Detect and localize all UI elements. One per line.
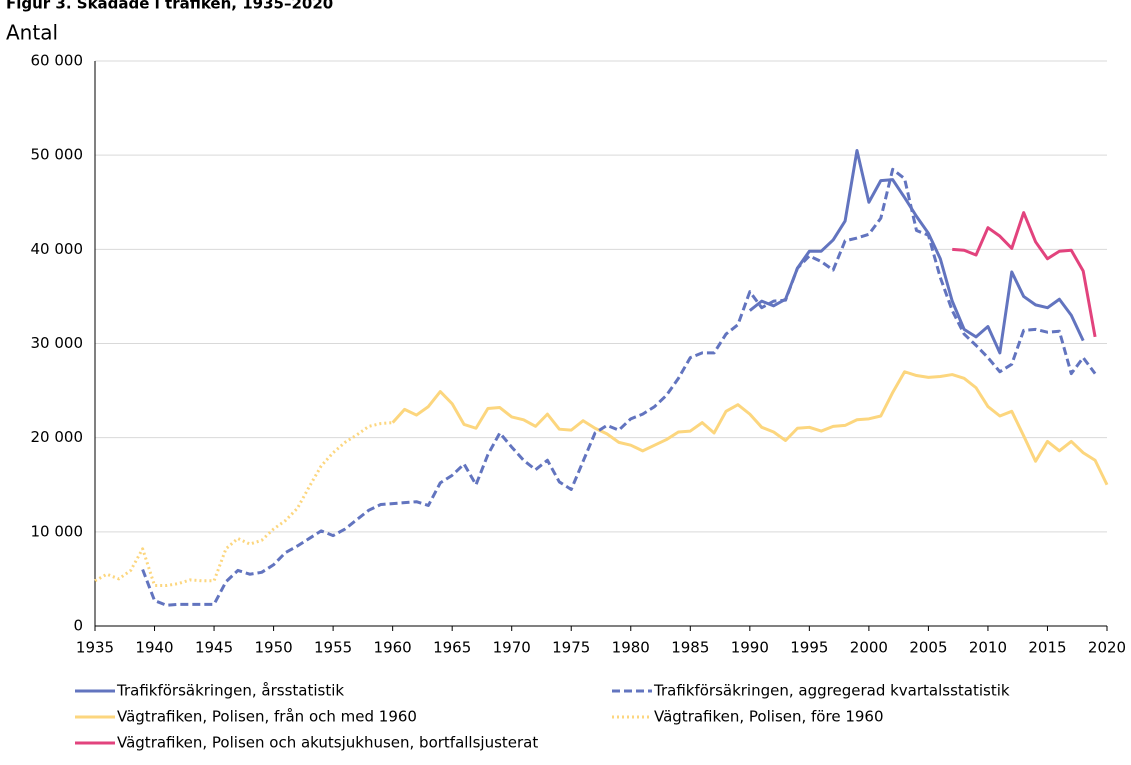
x-tick-label: 1980 [612,639,650,657]
y-tick-label: 50 000 [31,146,84,164]
series-line [748,148,1085,355]
y-axis-title: Antal [6,21,58,45]
legend-label: Vägtrafiken, Polisen, före 1960 [654,708,884,726]
series-line [94,421,393,588]
x-tick-label: 1970 [493,639,531,657]
x-tick-label: 1960 [374,639,412,657]
y-tick-label: 20 000 [31,428,84,446]
legend-label: Trafikförsäkringen, aggregerad kvartalss… [653,682,1010,700]
x-tick-label: 1985 [671,639,709,657]
x-tick-label: 1945 [195,639,233,657]
x-tick-label: 2020 [1088,639,1126,657]
x-tick-label: 1940 [135,639,173,657]
series-line [952,211,1097,338]
y-tick-label: 0 [73,617,83,635]
y-tick-label: 10 000 [31,522,84,540]
y-tick-label: 30 000 [31,334,84,352]
y-tick-label: 40 000 [31,240,84,258]
x-tick-label: 2005 [909,639,947,657]
x-tick-label: 1955 [314,639,352,657]
x-tick-label: 2010 [969,639,1007,657]
legend-label: Trafikförsäkringen, årsstatistik [116,682,344,700]
chart-title: Figur 3. Skadade i trafiken, 1935–2020 [6,0,333,13]
x-tick-label: 1950 [254,639,292,657]
series-line [391,370,1109,486]
x-tick-label: 2015 [1028,639,1066,657]
legend-label: Vägtrafiken, Polisen och akutsjukhusen, … [117,734,538,752]
series-line [141,167,1097,607]
x-tick-label: 1965 [433,639,471,657]
y-tick-label: 60 000 [31,52,84,70]
x-tick-label: 2000 [850,639,888,657]
legend-label: Vägtrafiken, Polisen, från och med 1960 [117,708,417,726]
x-tick-label: 1975 [552,639,590,657]
x-tick-label: 1935 [76,639,114,657]
x-tick-label: 1995 [790,639,828,657]
x-tick-label: 1990 [731,639,769,657]
